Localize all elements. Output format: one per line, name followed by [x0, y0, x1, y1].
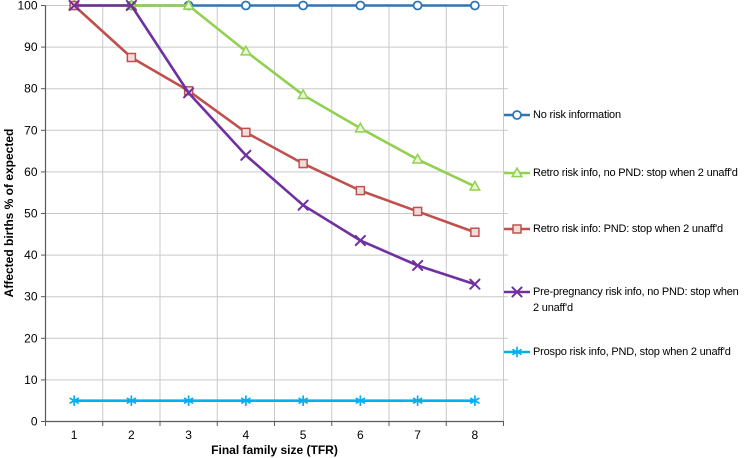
- marker-square: [470, 227, 480, 237]
- gridlines: [45, 5, 508, 422]
- marker-asterisk: [126, 395, 137, 407]
- x-tick-label: 7: [414, 428, 421, 442]
- legend-item-retro-no-pnd: Retro risk info, no PND: stop when 2 una…: [504, 165, 746, 181]
- x-tick-label: 2: [128, 428, 135, 442]
- x-tick-label: 5: [300, 428, 307, 442]
- y-tick-label: 90: [24, 40, 38, 54]
- series-line-2: [72, 4, 477, 234]
- marker-asterisk: [298, 395, 308, 407]
- legend: No risk information Retro risk info, no …: [504, 0, 746, 458]
- legend-marker-svg: [504, 166, 530, 178]
- marker-asterisk: [183, 395, 194, 407]
- marker-circle: [412, 0, 423, 11]
- marker-x: [297, 199, 309, 211]
- marker-asterisk: [69, 395, 79, 407]
- y-tick-label: 70: [24, 123, 38, 137]
- legend-item-pre-pregnancy: Pre-pregnancy risk info, no PND: stop wh…: [504, 284, 746, 316]
- marker-square: [355, 185, 366, 196]
- legend-label: Prospo risk info, PND, stop when 2 unaff…: [533, 346, 731, 358]
- legend-label: No risk information: [533, 109, 621, 121]
- y-tick-label: 50: [24, 207, 38, 221]
- tick-labels: 0 10 20 30 40 50 60 70 80 90 100 1 2 3 4 5 6 7 8: [17, 0, 478, 442]
- marker-square: [126, 52, 137, 63]
- marker-circle: [512, 110, 522, 120]
- marker-square: [512, 224, 522, 234]
- x-tick-label: 3: [185, 428, 192, 442]
- legend-marker-svg: [504, 224, 530, 234]
- x-tick-label: 4: [243, 428, 250, 442]
- x-tick-label: 6: [357, 428, 364, 442]
- marker-asterisk: [241, 395, 251, 407]
- series-line-1: [72, 4, 477, 188]
- series-3: [68, 0, 481, 290]
- marker-triangle: [297, 88, 310, 100]
- marker-circle: [355, 0, 366, 11]
- marker-circle: [298, 0, 309, 11]
- marker-x: [68, 0, 80, 12]
- y-axis-title: Affected births % of expected: [2, 129, 16, 298]
- series-4: [69, 395, 480, 407]
- marker-circle: [240, 0, 251, 11]
- legend-item-retro-pnd: Retro risk info: PND: stop when 2 unaff'…: [504, 221, 746, 237]
- legend-marker-svg: [504, 346, 530, 358]
- y-tick-label: 80: [24, 82, 38, 96]
- legend-item-no-risk: No risk information: [504, 107, 746, 123]
- legend-label: Retro risk info, no PND: stop when 2 una…: [533, 167, 738, 179]
- marker-asterisk: [512, 346, 522, 358]
- legend-marker-asterisk-icon: [504, 344, 530, 359]
- marker-triangle: [468, 179, 481, 191]
- marker-x: [125, 0, 137, 12]
- marker-triangle: [354, 121, 367, 133]
- y-tick-label: 10: [24, 373, 38, 387]
- legend-marker-circle-icon: [504, 107, 530, 122]
- x-axis-title: Final family size (TFR): [211, 443, 338, 457]
- marker-asterisk: [412, 395, 423, 407]
- legend-item-prospo: Prospo risk info, PND, stop when 2 unaff…: [504, 344, 746, 360]
- marker-x: [183, 87, 195, 99]
- marker-asterisk: [355, 395, 366, 407]
- y-tick-label: 0: [31, 415, 38, 429]
- marker-square: [298, 158, 308, 169]
- marker-x: [412, 259, 424, 272]
- y-tick-label: 40: [24, 248, 38, 262]
- legend-marker-square-icon: [504, 221, 530, 236]
- x-tick-label: 8: [472, 428, 479, 442]
- legend-marker-svg: [504, 286, 530, 298]
- y-tick-label: 60: [24, 165, 38, 179]
- y-tick-label: 30: [24, 290, 38, 304]
- legend-marker-x-icon: [504, 284, 530, 299]
- y-tick-label: 20: [24, 331, 38, 345]
- marker-x: [240, 149, 252, 161]
- legend-marker-triangle-icon: [504, 165, 530, 180]
- axes: [41, 5, 504, 426]
- marker-triangle: [239, 44, 252, 56]
- series-line-3: [72, 4, 477, 286]
- marker-triangle: [182, 0, 195, 10]
- series-lines: [68, 0, 481, 407]
- x-tick-label: 1: [71, 428, 78, 442]
- marker-asterisk: [470, 395, 480, 407]
- legend-label: Retro risk info: PND: stop when 2 unaff'…: [533, 223, 723, 235]
- marker-x: [511, 286, 523, 298]
- y-tick-label: 100: [17, 0, 37, 13]
- marker-square: [412, 206, 423, 217]
- marker-triangle: [411, 152, 424, 164]
- marker-square: [241, 127, 251, 138]
- marker-circle: [469, 0, 480, 11]
- marker-triangle: [510, 166, 524, 178]
- marker-x: [469, 278, 481, 290]
- legend-label: Pre-pregnancy risk info, no PND: stop wh…: [533, 286, 739, 314]
- legend-marker-svg: [504, 110, 530, 120]
- marker-x: [354, 234, 366, 247]
